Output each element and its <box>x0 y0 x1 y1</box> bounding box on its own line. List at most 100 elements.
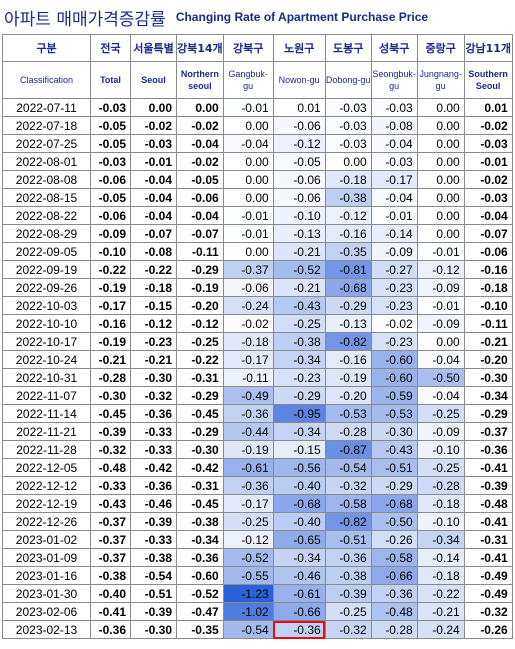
rate-cell: -0.30 <box>463 368 513 387</box>
rate-cell: -0.12 <box>176 314 224 333</box>
data-row: 2022-10-31 -0.28 -0.30 -0.31 -0.11 -0.23 -0.19… <box>2 368 513 387</box>
column-header: 중랑구 <box>416 34 465 62</box>
rate-cell: -0.03 <box>90 152 131 171</box>
data-row: 2023-01-16 -0.38 -0.54 -0.60 -0.55 -0.46 -0.38… <box>2 566 513 585</box>
column-header: Nowon-gu <box>272 61 326 99</box>
rate-cell: -0.60 <box>370 368 418 387</box>
rate-cell: -0.41 <box>463 512 513 531</box>
rate-cell: -0.03 <box>324 134 372 153</box>
rate-cell: -0.24 <box>416 620 465 639</box>
rate-cell: -0.03 <box>90 98 131 117</box>
rate-cell: 0.01 <box>272 98 326 117</box>
rate-cell: -0.01 <box>130 152 177 171</box>
rate-cell: -0.13 <box>324 314 372 333</box>
rate-cell: -0.48 <box>463 494 513 513</box>
rate-cell: -0.56 <box>272 458 326 477</box>
rate-cell: 0.00 <box>222 116 274 135</box>
rate-cell: -0.01 <box>222 224 274 243</box>
row-date: 2022-08-08 <box>2 170 91 189</box>
rate-cell: -0.49 <box>463 584 513 603</box>
row-date: 2023-01-02 <box>2 530 91 549</box>
rate-cell: -0.18 <box>130 278 177 297</box>
rate-cell: -0.40 <box>272 476 326 495</box>
rate-cell: -0.42 <box>130 458 177 477</box>
rate-cell: -0.66 <box>272 602 326 621</box>
rate-cell: -0.06 <box>90 206 131 225</box>
rate-cell: -0.60 <box>176 566 224 585</box>
row-date: 2022-07-18 <box>2 116 91 135</box>
rate-cell: -0.18 <box>416 494 465 513</box>
data-row: 2022-10-03 -0.17 -0.15 -0.20 -0.24 -0.43 -0.29… <box>2 296 513 315</box>
rate-cell: -0.20 <box>176 296 224 315</box>
data-row: 2022-08-29 -0.09 -0.07 -0.07 -0.01 -0.13 -0.16… <box>2 224 513 243</box>
row-date: 2022-08-22 <box>2 206 91 225</box>
rate-cell: -0.25 <box>416 404 465 423</box>
rate-cell: -0.04 <box>130 188 177 207</box>
rate-cell: -0.36 <box>463 440 513 459</box>
rate-cell: 0.00 <box>416 188 465 207</box>
rate-cell: -0.25 <box>324 602 372 621</box>
row-date: 2022-12-19 <box>2 494 91 513</box>
data-row: 2022-10-24 -0.21 -0.21 -0.22 -0.17 -0.34 -0.16… <box>2 350 513 369</box>
rate-cell: -0.08 <box>130 242 177 261</box>
rate-cell: -0.16 <box>324 224 372 243</box>
rate-cell: -0.47 <box>176 602 224 621</box>
data-row: 2022-09-26 -0.19 -0.18 -0.19 -0.06 -0.21 -0.68… <box>2 278 513 297</box>
rate-cell: -0.04 <box>370 134 418 153</box>
data-row: 2022-08-15 -0.05 -0.04 -0.06 0.00 -0.06 -0.38-… <box>2 188 513 207</box>
column-header: Total <box>90 61 131 99</box>
rate-cell: -0.19 <box>90 278 131 297</box>
rate-cell: -0.02 <box>463 170 513 189</box>
rate-cell: -0.23 <box>370 332 418 351</box>
row-date: 2022-08-15 <box>2 188 91 207</box>
rate-cell: -0.37 <box>90 548 131 567</box>
rate-cell: -0.09 <box>416 422 465 441</box>
data-row: 2022-11-07 -0.30 -0.32 -0.29 -0.49 -0.29 -0.20… <box>2 386 513 405</box>
rate-cell: -0.23 <box>370 296 418 315</box>
rate-cell: -0.82 <box>324 332 372 351</box>
rate-cell: -0.38 <box>176 512 224 531</box>
rate-cell: -0.25 <box>416 458 465 477</box>
row-date: 2022-10-24 <box>2 350 91 369</box>
rate-cell: -0.06 <box>176 188 224 207</box>
rate-cell: -0.01 <box>416 296 465 315</box>
rate-cell: -0.68 <box>370 494 418 513</box>
rate-cell: -0.53 <box>370 404 418 423</box>
rate-cell: -0.10 <box>416 440 465 459</box>
row-date: 2022-11-21 <box>2 422 91 441</box>
rate-cell: -0.10 <box>463 296 513 315</box>
header-row: Classification Total Seoul Northern seoul Ga… <box>2 61 513 99</box>
rate-cell: -0.03 <box>463 134 513 153</box>
rate-cell: -0.15 <box>272 440 326 459</box>
rate-cell: -0.03 <box>324 98 372 117</box>
rate-cell: -0.54 <box>324 458 372 477</box>
rate-cell: -0.18 <box>463 278 513 297</box>
row-date: 2023-02-13 <box>2 620 91 639</box>
rate-cell: -0.41 <box>463 548 513 567</box>
rate-cell: -0.32 <box>324 476 372 495</box>
rate-cell: -0.02 <box>176 152 224 171</box>
rate-cell: -0.03 <box>370 98 418 117</box>
rate-cell: -0.04 <box>130 206 177 225</box>
rate-cell: -0.13 <box>272 224 326 243</box>
rate-cell: -0.46 <box>272 566 326 585</box>
rate-cell: -0.06 <box>90 170 131 189</box>
rate-cell: -0.38 <box>324 188 372 207</box>
row-date: 2022-11-28 <box>2 440 91 459</box>
rate-cell: -0.03 <box>463 188 513 207</box>
rate-cell: -0.51 <box>370 458 418 477</box>
rate-cell: -0.20 <box>324 386 372 405</box>
data-row: 2022-12-05 -0.48 -0.42 -0.42 -0.61 -0.56 -0.54… <box>2 458 513 477</box>
rate-cell: -0.54 <box>130 566 177 585</box>
rate-cell: -0.31 <box>176 368 224 387</box>
rate-cell: 0.00 <box>176 98 224 117</box>
data-row: 2022-10-10 -0.16 -0.12 -0.12 -0.02 -0.25 -0.13… <box>2 314 513 333</box>
rate-cell: -0.22 <box>90 260 131 279</box>
column-header: 도봉구 <box>324 34 372 62</box>
rate-cell: -0.39 <box>130 602 177 621</box>
rate-cell: -0.33 <box>90 476 131 495</box>
row-date: 2023-02-06 <box>2 602 91 621</box>
rate-cell: -0.32 <box>90 440 131 459</box>
rate-cell: -0.14 <box>370 224 418 243</box>
rate-cell: -0.52 <box>222 548 274 567</box>
